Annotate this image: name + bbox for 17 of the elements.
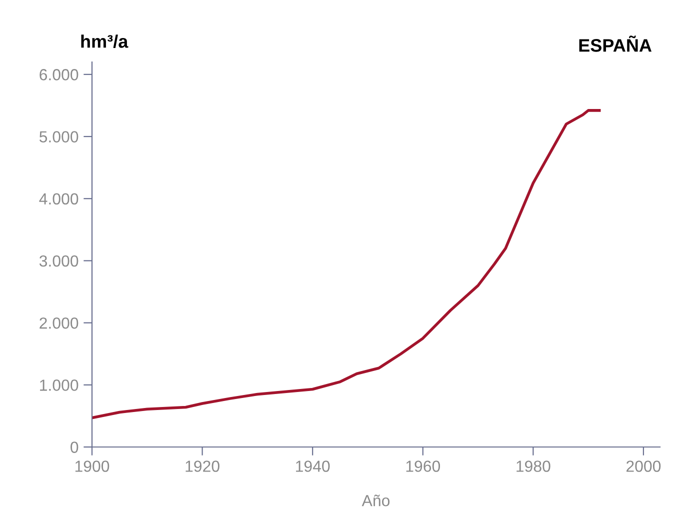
y-tick-label: 4.000 <box>39 193 78 205</box>
y-tick-label: 6.000 <box>40 69 78 80</box>
y-axis-title: hm³/a <box>81 34 128 48</box>
y-tick-label: 2.000 <box>40 317 78 329</box>
line-series <box>92 109 601 420</box>
x-tick-label: 1940 <box>296 460 330 472</box>
x-axis-title: Año <box>362 494 390 506</box>
y-tick-label: 1.000 <box>40 380 78 391</box>
x-tick-label: 1960 <box>406 460 440 472</box>
x-tick-label: 1980 <box>516 460 550 472</box>
x-tick-label: 1920 <box>186 460 220 472</box>
x-tick-label: 1900 <box>75 460 110 472</box>
y-tick-label: 5.000 <box>39 131 78 142</box>
y-tick-label: 0 <box>70 442 78 453</box>
x-tick-label: 2000 <box>626 460 661 472</box>
y-tick-label: 3.000 <box>39 255 78 267</box>
chart-title: ESPAÑA <box>579 36 652 52</box>
